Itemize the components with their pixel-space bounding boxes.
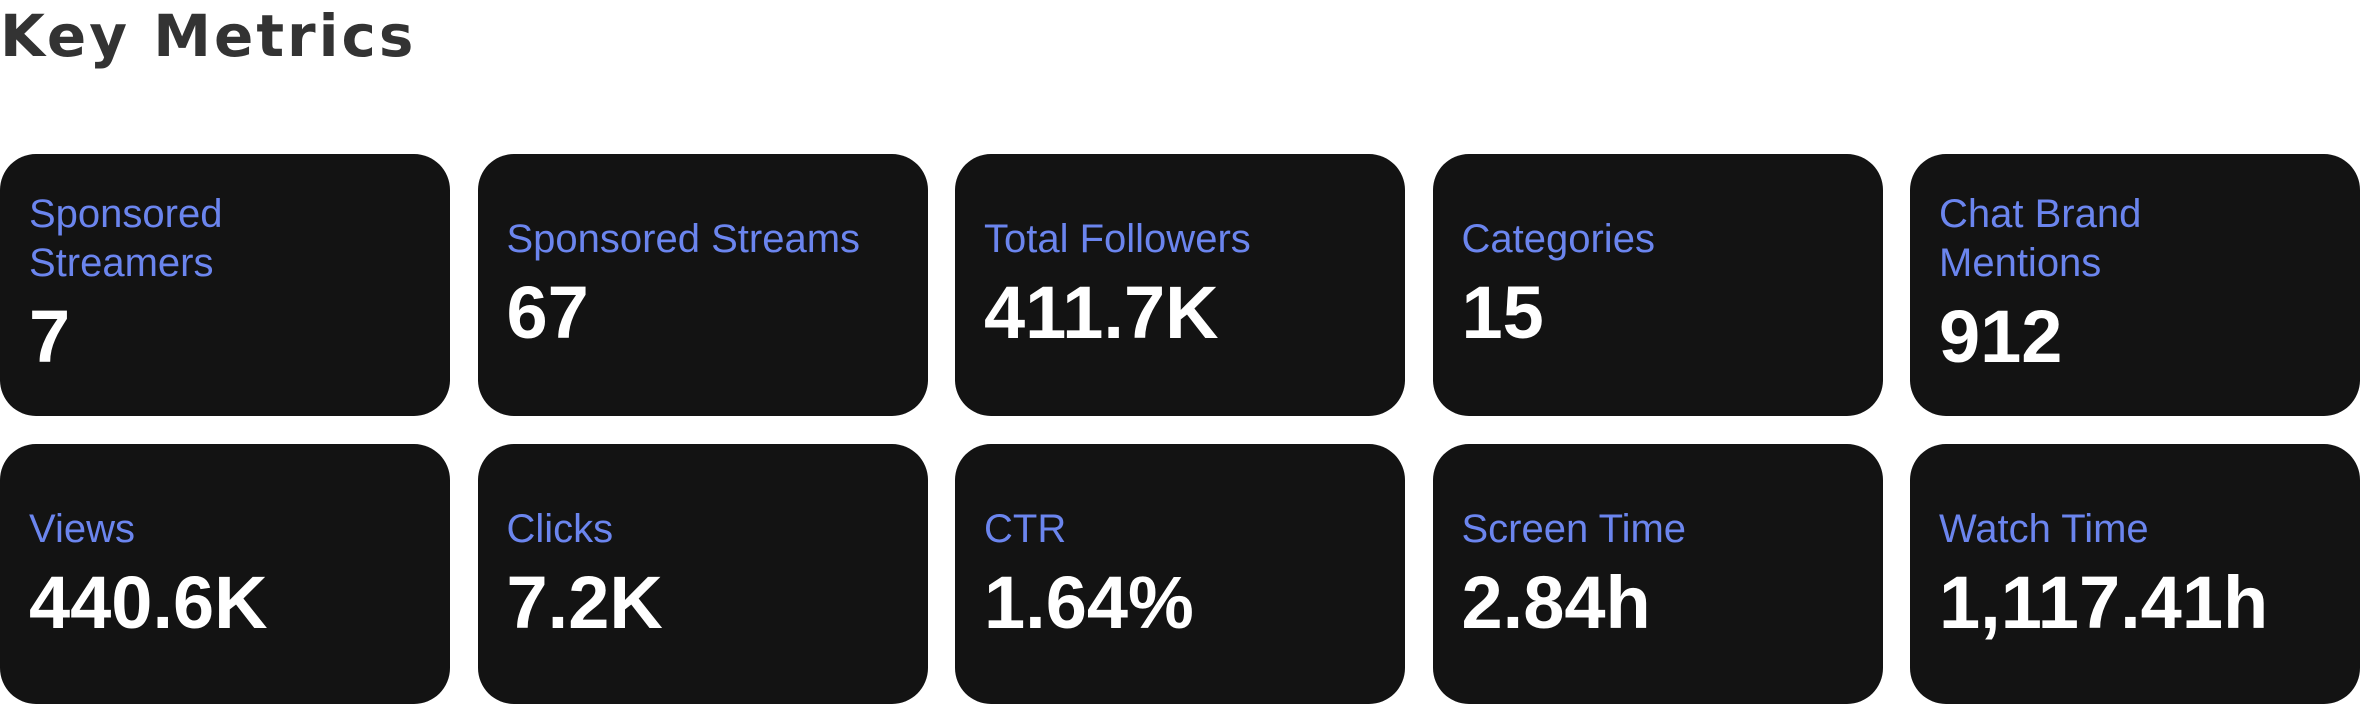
- metric-label: Clicks: [506, 506, 614, 551]
- metric-value: 7: [29, 295, 71, 378]
- metric-label: Screen Time: [1461, 506, 1687, 551]
- metric-label: Views: [29, 506, 135, 551]
- metric-value: 411.7K: [984, 270, 1219, 354]
- metric-value: 67: [506, 270, 589, 354]
- metric-card-ctr: CTR 1.64%: [955, 444, 1405, 704]
- metrics-grid: Sponsored Streamers 7 Sponsored Streams …: [0, 154, 2360, 704]
- metric-card-views: Views 440.6K: [0, 444, 450, 704]
- metric-card-watch-time: Watch Time 1,117.41h: [1910, 444, 2360, 704]
- metric-value: 2.84h: [1461, 560, 1651, 644]
- metric-label: CTR: [984, 506, 1067, 551]
- metric-value: 15: [1461, 270, 1544, 354]
- metric-label: Sponsored Streams: [506, 216, 861, 261]
- metric-value: 1,117.41h: [1939, 560, 2269, 644]
- metric-value: 440.6K: [29, 560, 268, 644]
- page-title: Key Metrics: [0, 2, 417, 70]
- metric-value: 7.2K: [506, 560, 663, 644]
- metric-card-total-followers: Total Followers 411.7K: [955, 154, 1405, 416]
- metric-card-sponsored-streams: Sponsored Streams 67: [477, 154, 928, 416]
- metric-value: 1.64%: [984, 560, 1194, 644]
- metric-label: Chat Brand Mentions: [1939, 192, 2142, 285]
- metric-card-screen-time: Screen Time 2.84h: [1432, 444, 1883, 704]
- metric-card-clicks: Clicks 7.2K: [477, 444, 928, 704]
- metric-label: Categories: [1461, 216, 1655, 261]
- metric-card-categories: Categories 15: [1432, 154, 1883, 416]
- metric-label: Sponsored Streamers: [29, 192, 223, 285]
- metric-label: Total Followers: [984, 216, 1251, 261]
- metric-value: 912: [1939, 295, 2063, 378]
- metric-label: Watch Time: [1939, 506, 2149, 551]
- metric-card-chat-brand-mentions: Chat Brand Mentions 912: [1910, 154, 2360, 416]
- metric-card-sponsored-streamers: Sponsored Streamers 7: [0, 154, 450, 416]
